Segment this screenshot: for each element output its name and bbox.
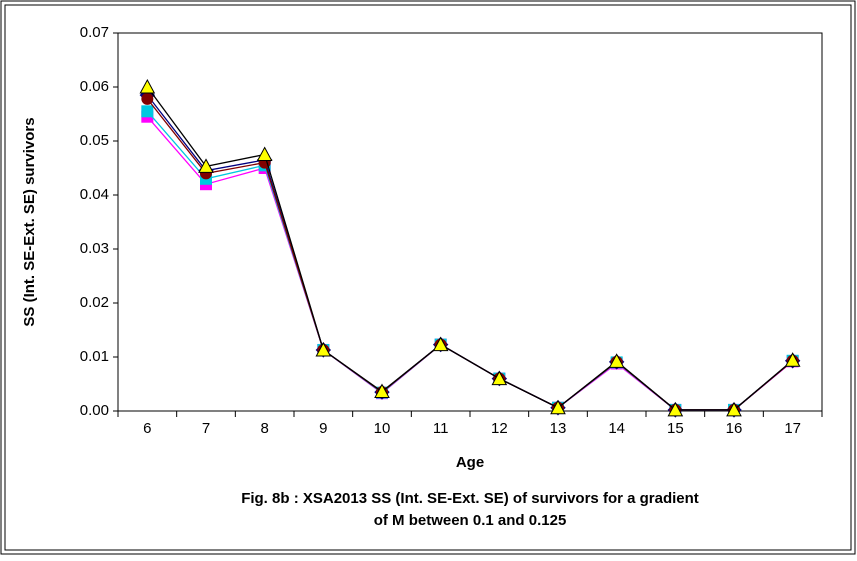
x-tick-label: 11: [433, 420, 449, 437]
y-axis-label: SS (Int. SE-Ext. SE) survivors: [21, 117, 38, 326]
y-tick-label: 0.07: [80, 24, 109, 41]
x-tick-label: 15: [667, 420, 684, 437]
x-tick-label: 17: [784, 420, 801, 437]
y-tick-label: 0.00: [80, 402, 109, 419]
x-tick-label: 12: [491, 420, 508, 437]
y-tick-label: 0.04: [80, 186, 109, 203]
y-tick-label: 0.01: [80, 348, 109, 365]
series-line: [146, 86, 794, 411]
marker: [374, 383, 390, 399]
marker: [141, 105, 154, 118]
x-tick-label: 9: [319, 420, 327, 437]
y-tick-label: 0.03: [80, 240, 109, 257]
marker: [667, 401, 684, 417]
x-axis-label: Age: [456, 454, 484, 471]
y-tick-label: 0.05: [80, 132, 109, 149]
inner-frame: [4, 4, 852, 551]
marker: [550, 399, 566, 415]
marker: [198, 158, 214, 173]
caption-line: of M between 0.1 and 0.125: [374, 512, 567, 529]
marker: [784, 352, 801, 367]
plot-area: [117, 32, 823, 412]
x-tick-label: 14: [608, 420, 625, 437]
marker: [315, 341, 332, 357]
marker: [141, 92, 154, 105]
marker: [491, 370, 508, 386]
x-tick-label: 6: [143, 420, 151, 437]
x-tick-label: 8: [260, 420, 268, 437]
marker: [608, 353, 625, 368]
marker: [726, 401, 742, 417]
y-tick-label: 0.06: [80, 78, 109, 95]
x-tick-label: 7: [202, 420, 210, 437]
x-tick-label: 16: [726, 420, 743, 437]
marker: [432, 336, 449, 352]
x-tick-label: 10: [374, 420, 391, 437]
x-tick-label: 13: [550, 420, 567, 437]
marker: [256, 146, 273, 161]
caption-line: Fig. 8b : XSA2013 SS (Int. SE-Ext. SE) o…: [241, 490, 699, 507]
y-tick-label: 0.02: [80, 294, 109, 311]
marker: [139, 78, 156, 94]
